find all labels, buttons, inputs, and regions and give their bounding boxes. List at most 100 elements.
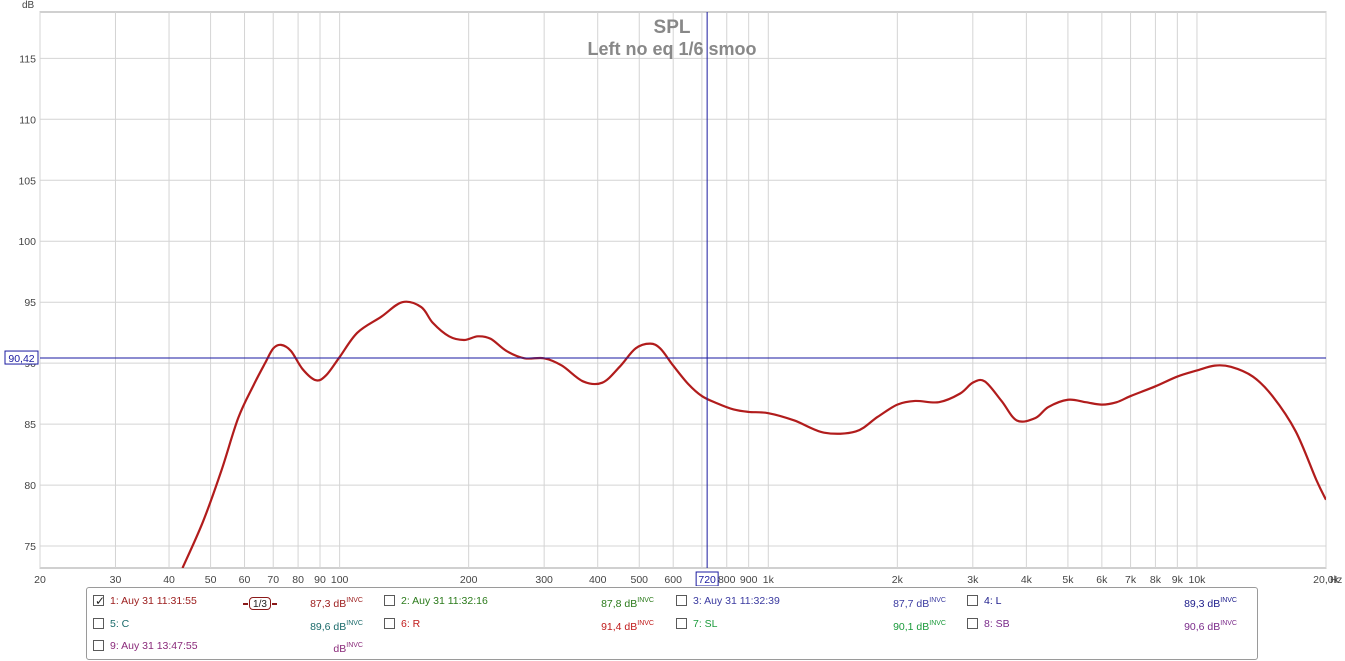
y-tick-label: 105 <box>18 175 36 187</box>
legend-value-text: 89,3 dB <box>1184 598 1221 610</box>
x-tick-label: 4k <box>1021 574 1033 586</box>
x-tick-labels: 20 30 40 50 60 70 80 90 100 200 300 400 500 600 800 900… <box>34 574 1339 586</box>
legend-panel: ✓ 1: Auy 31 11:31:55 1/3 87,3 dBINVC 2: Auy … <box>86 587 1258 660</box>
legend-checkbox[interactable] <box>676 595 687 606</box>
cursor-x-readout: 720 <box>698 574 716 586</box>
legend-item[interactable]: 5: C 89,6 dBINVC <box>93 615 378 633</box>
y-tick-label: 80 <box>24 480 36 492</box>
series-layer <box>181 300 1326 568</box>
legend-value: 90,1 dBINVC <box>826 615 946 636</box>
legend-checkbox[interactable] <box>967 617 978 629</box>
x-tick-label: 9k <box>1172 574 1184 586</box>
legend-value-superscript: INVC <box>346 619 363 627</box>
legend-item[interactable]: 6: R 91,4 dBINVC <box>384 615 669 633</box>
legend-label: 8: SB <box>984 617 1010 630</box>
cursor-y-readout: 90,42 <box>8 353 34 365</box>
y-gridlines <box>40 57 1326 547</box>
legend-value-superscript: INVC <box>637 597 654 604</box>
legend-value-text: 90,1 dB <box>893 620 930 633</box>
x-tick-label: 500 <box>630 574 648 586</box>
legend-label: 1: Auy 31 11:31:55 <box>110 595 197 607</box>
x-tick-label: 600 <box>664 574 682 586</box>
legend-label: 7: SL <box>693 617 718 630</box>
x-tick-label: 50 <box>205 574 217 586</box>
y-tick-label: 110 <box>19 114 36 126</box>
legend-item[interactable]: 8: SB 90,6 dBINVC <box>967 615 1252 633</box>
check-icon: ✓ <box>95 594 106 608</box>
x-tick-label: 20 <box>34 574 46 586</box>
legend-value: 87,3 dBINVC <box>243 592 363 613</box>
x-tick-label: 90 <box>314 574 326 586</box>
legend-item[interactable]: 3: Auy 31 11:32:39 87,7 dBINVC <box>676 592 961 610</box>
legend-item[interactable]: 4: L 89,3 dBINVC <box>967 592 1252 610</box>
legend-checkbox[interactable] <box>93 617 104 629</box>
x-tick-label: 100 <box>331 574 349 586</box>
x-tick-label: 70 <box>267 574 279 586</box>
legend-value: 87,7 dBINVC <box>826 592 946 613</box>
x-tick-label: 7k <box>1125 574 1137 586</box>
chart-title: SPL <box>654 17 691 38</box>
legend-value: dBINVC <box>243 637 363 658</box>
legend-value: 91,4 dBINVC <box>534 615 654 636</box>
y-tick-label: 115 <box>19 53 36 65</box>
legend-value-text: 90,6 dB <box>1184 620 1221 633</box>
y-tick-label: 85 <box>24 419 36 431</box>
legend-item[interactable]: 2: Auy 31 11:32:16 87,8 dBINVC <box>384 592 669 610</box>
legend-checkbox[interactable] <box>384 617 395 629</box>
x-tick-label: 8k <box>1150 574 1162 586</box>
legend-value-superscript: INVC <box>929 597 946 604</box>
legend-value-text: 91,4 dB <box>601 620 638 633</box>
x-tick-label: 1k <box>763 574 775 586</box>
x-tick-label: 6k <box>1096 574 1108 586</box>
x-tick-label: 60 <box>239 574 251 586</box>
legend-value-text: 87,8 dB <box>601 598 638 610</box>
y-tick-label: 75 <box>24 541 36 553</box>
y-tick-labels: 7580859095100105110115 <box>18 53 36 553</box>
x-tick-label: 800 <box>718 574 736 586</box>
y-axis-label: dB <box>22 0 35 11</box>
legend-label: 6: R <box>401 617 421 630</box>
x-tick-label: 80 <box>292 574 304 586</box>
legend-checkbox[interactable] <box>967 595 978 606</box>
x-tick-label: 2k <box>892 574 904 586</box>
legend-checkbox[interactable]: ✓ <box>93 594 105 608</box>
legend-value-text: 89,6 dB <box>310 620 347 633</box>
x-tick-label: 400 <box>589 574 607 586</box>
cursor[interactable]: 90,42 720 <box>4 12 1326 586</box>
y-tick-label: 100 <box>18 236 36 248</box>
x-tick-label: 300 <box>535 574 553 586</box>
legend-checkbox[interactable] <box>384 595 395 606</box>
x-tick-label: 3k <box>967 574 979 586</box>
chart-subtitle: Left no eq 1/6 smoo <box>587 39 756 59</box>
legend-value-superscript: INVC <box>637 619 654 627</box>
legend-value-superscript: INVC <box>1220 597 1237 604</box>
legend-value: 87,8 dBINVC <box>534 592 654 613</box>
legend-value: 89,6 dBINVC <box>243 615 363 636</box>
legend-value: 90,6 dBINVC <box>1117 615 1237 636</box>
legend-label: 3: Auy 31 11:32:39 <box>693 595 780 607</box>
legend-value: 89,3 dBINVC <box>1117 592 1237 613</box>
legend-label: 2: Auy 31 11:32:16 <box>401 595 488 607</box>
legend-checkbox[interactable] <box>93 640 104 651</box>
spl-chart[interactable]: 75 80 85 90 95 100 105 110 115 20 30 40 50 60 70 80 90 1… <box>0 0 1345 586</box>
x-tick-label: 40 <box>163 574 175 586</box>
legend-item[interactable]: 7: SL 90,1 dBINVC <box>676 615 961 633</box>
plot-area[interactable] <box>39 11 1327 569</box>
legend-item[interactable]: 9: Auy 31 13:47:55 dBINVC <box>93 637 378 655</box>
legend-value-text: 87,7 dB <box>893 598 930 610</box>
x-gridlines <box>39 12 1327 568</box>
legend-item[interactable]: ✓ 1: Auy 31 11:31:55 1/3 87,3 dBINVC <box>93 592 378 610</box>
legend-value-text: 87,3 dB <box>310 598 347 610</box>
cursor-y-readout-box <box>4 350 39 365</box>
legend-value-superscript: INVC <box>929 619 946 627</box>
y-tick-label: 95 <box>24 297 36 309</box>
x-tick-label: 900 <box>740 574 758 586</box>
legend-label: 5: C <box>110 617 130 630</box>
legend-value-text: dB <box>333 643 347 655</box>
smoothing-badge[interactable]: 1/3 <box>243 597 277 610</box>
x-tick-label: 20,0k <box>1313 574 1339 586</box>
legend-value-superscript: INVC <box>346 642 363 649</box>
legend-checkbox[interactable] <box>676 617 687 629</box>
legend-value-superscript: INVC <box>346 597 363 604</box>
x-tick-label: 5k <box>1062 574 1074 586</box>
